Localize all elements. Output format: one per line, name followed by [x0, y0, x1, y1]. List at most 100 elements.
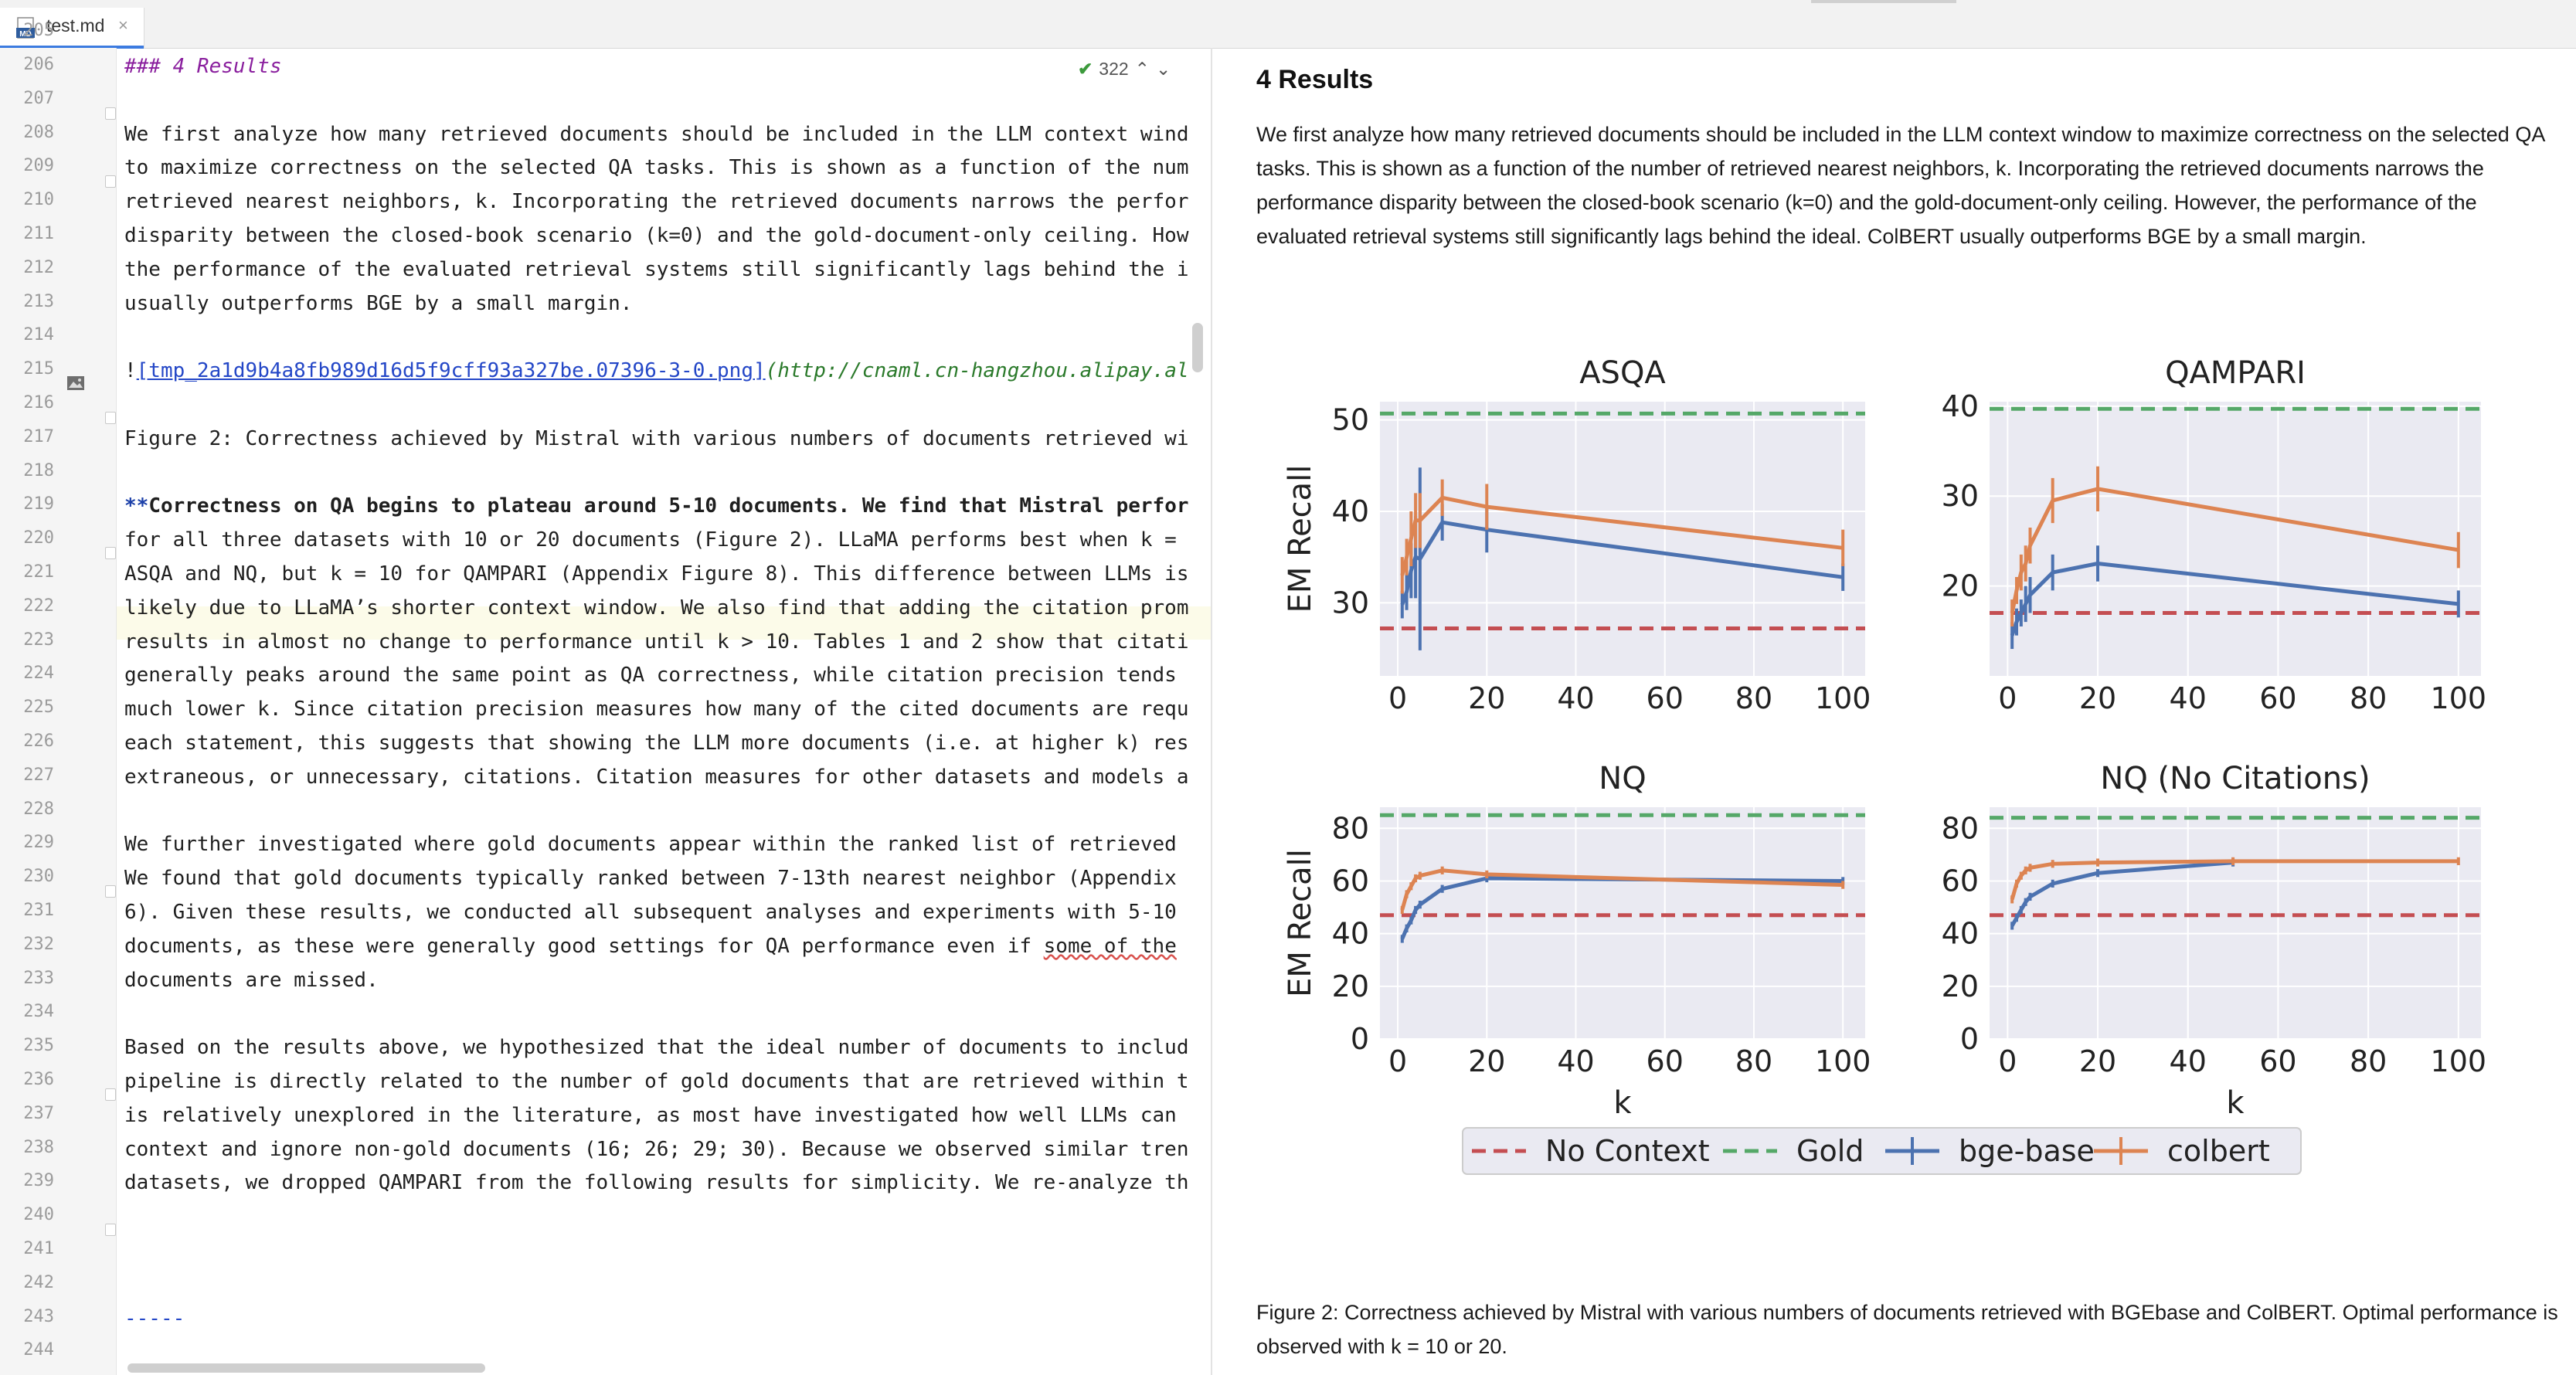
y-tick-label: 20	[1332, 969, 1369, 1003]
markdown-preview: 4 Results We first analyze how many retr…	[1212, 48, 2576, 1375]
line-number: 232	[23, 934, 54, 954]
editor-line[interactable]: 6). Given these results, we conducted al…	[124, 901, 1177, 924]
inspection-widget[interactable]: ✔ 322 ⌃ ⌄	[1078, 59, 1177, 82]
x-tick-label: 60	[1647, 1044, 1684, 1078]
line-number: 208	[23, 122, 54, 142]
editor-line[interactable]: ASQA and NQ, but k = 10 for QAMPARI (App…	[124, 562, 1189, 586]
chart-panel: 0 20 40 60 80 100 20 30 40 QAMPARI	[1942, 355, 2486, 715]
editor-line[interactable]: to maximize correctness on the selected …	[124, 156, 1189, 179]
editor-gutter	[0, 48, 117, 1375]
editor-line[interactable]: context and ignore non-gold documents (1…	[124, 1138, 1189, 1161]
image-icon[interactable]	[66, 375, 85, 391]
chart-title: NQ (No Citations)	[2100, 761, 2370, 796]
editor-line[interactable]: **Correctness on QA begins to plateau ar…	[124, 494, 1189, 518]
editor-line[interactable]: pipeline is directly related to the numb…	[124, 1070, 1189, 1093]
fold-marker[interactable]	[105, 1224, 116, 1237]
line-text: the performance of the evaluated retriev…	[124, 257, 1189, 281]
editor-line[interactable]: usually outperforms BGE by a small margi…	[124, 292, 632, 315]
active-tab-indicator	[0, 46, 144, 49]
x-tick-label: 40	[1557, 681, 1594, 715]
line-text: datasets, we dropped QAMPARI from the fo…	[124, 1171, 1189, 1195]
chart-title: NQ	[1599, 761, 1646, 796]
line-number: 205	[23, 21, 54, 41]
chevron-up-icon[interactable]: ⌃	[1134, 59, 1150, 79]
x-tick-label: 20	[1468, 681, 1505, 715]
line-number: 233	[23, 968, 54, 988]
image-url: (http://cnaml.cn-hangzhou.alipay.al	[765, 359, 1189, 383]
line-text: to maximize correctness on the selected …	[124, 156, 1189, 180]
line-text: for all three datasets with 10 or 20 doc…	[124, 528, 1177, 552]
editor-line[interactable]: retrieved nearest neighbors, k. Incorpor…	[124, 190, 1189, 213]
fold-marker[interactable]	[105, 885, 116, 898]
line-text: !	[124, 359, 137, 383]
markdown-editor[interactable]: ### 4 Results We first analyze how many r…	[117, 48, 1211, 1375]
editor-line[interactable]: We first analyze how many retrieved docu…	[124, 123, 1189, 146]
fold-marker[interactable]	[105, 175, 116, 188]
editor-line[interactable]: documents, as these were generally good …	[124, 935, 1177, 958]
legend-label: bge-base	[1959, 1134, 2095, 1168]
editor-line[interactable]: We further investigated where gold docum…	[124, 833, 1177, 856]
editor-line[interactable]: extraneous, or unnecessary, citations. C…	[124, 766, 1189, 789]
editor-line[interactable]: datasets, we dropped QAMPARI from the fo…	[124, 1171, 1189, 1194]
fold-marker[interactable]	[105, 547, 116, 560]
editor-line[interactable]: Based on the results above, we hypothesi…	[124, 1036, 1189, 1059]
line-number: 216	[23, 393, 54, 413]
editor-line[interactable]: disparity between the closed-book scenar…	[124, 224, 1189, 247]
line-text: documents, as these were generally good …	[124, 934, 1044, 958]
line-text: disparity between the closed-book scenar…	[124, 224, 1189, 247]
y-tick-label: 20	[1942, 969, 1979, 1003]
tab-test-md[interactable]: MD test.md ×	[0, 8, 144, 49]
y-tick-label: 60	[1942, 864, 1979, 898]
y-tick-label: 40	[1332, 917, 1369, 951]
line-number: 239	[23, 1171, 54, 1191]
split-divider[interactable]	[1211, 48, 1212, 1375]
y-axis-label: EM Recall	[1283, 465, 1318, 613]
y-axis-label: EM Recall	[1283, 849, 1318, 997]
y-tick-label: 20	[1942, 569, 1979, 603]
editor-line[interactable]: ![tmp_2a1d9b4a8fb989d16d5f9cff93a327be.0…	[124, 359, 1189, 382]
fold-marker[interactable]	[105, 412, 116, 425]
figure-caption: Figure 2: Correctness achieved by Mistra…	[1256, 1301, 2558, 1358]
editor-line[interactable]: is relatively unexplored in the literatu…	[124, 1104, 1177, 1127]
line-number: 223	[23, 630, 54, 650]
editor-line[interactable]: ### 4 Results	[124, 55, 282, 78]
horizontal-scrollbar[interactable]	[127, 1363, 485, 1373]
line-number: 217	[23, 426, 54, 446]
y-tick-label: 80	[1332, 811, 1369, 845]
editor-line[interactable]: for all three datasets with 10 or 20 doc…	[124, 528, 1177, 552]
editor-line[interactable]: each statement, this suggests that showi…	[124, 732, 1189, 755]
x-tick-label: 80	[1735, 1044, 1772, 1078]
line-text: We first analyze how many retrieved docu…	[124, 122, 1189, 146]
line-number: 215	[23, 359, 54, 379]
line-number: 228	[23, 799, 54, 819]
editor-line[interactable]: results in almost no change to performan…	[124, 630, 1189, 654]
editor-line[interactable]: the performance of the evaluated retriev…	[124, 258, 1189, 281]
x-tick-label: 100	[1815, 1044, 1871, 1078]
fold-marker[interactable]	[105, 107, 116, 120]
editor-line[interactable]: generally peaks around the same point as…	[124, 664, 1177, 687]
editor-line[interactable]: We found that gold documents typically r…	[124, 867, 1177, 890]
fold-marker[interactable]	[105, 1088, 116, 1102]
x-tick-label: 40	[2170, 681, 2207, 715]
editor-line[interactable]: documents are missed.	[124, 969, 379, 992]
editor-line[interactable]: much lower k. Since citation precision m…	[124, 698, 1189, 721]
line-number: 212	[23, 257, 54, 277]
line-number: 207	[23, 88, 54, 108]
line-number: 210	[23, 190, 54, 210]
x-tick-label: 100	[2431, 681, 2487, 715]
x-tick-label: 100	[2431, 1044, 2487, 1078]
chevron-down-icon[interactable]: ⌄	[1155, 59, 1171, 79]
line-number: 237	[23, 1103, 54, 1123]
close-icon[interactable]: ×	[118, 15, 128, 35]
legend-label: colbert	[2167, 1134, 2270, 1168]
vertical-scrollbar[interactable]	[1192, 323, 1203, 372]
inspection-count: 322	[1099, 59, 1129, 79]
editor-line[interactable]: -----	[124, 1307, 185, 1330]
line-number: 222	[23, 596, 54, 616]
plot-area	[1990, 402, 2481, 676]
line-number: 225	[23, 698, 54, 718]
image-link[interactable]: [tmp_2a1d9b4a8fb989d16d5f9cff93a327be.07…	[136, 359, 766, 383]
line-text: pipeline is directly related to the numb…	[124, 1070, 1189, 1093]
editor-line[interactable]: Figure 2: Correctness achieved by Mistra…	[124, 427, 1189, 450]
editor-line[interactable]: likely due to LLaMA’s shorter context wi…	[124, 596, 1189, 620]
